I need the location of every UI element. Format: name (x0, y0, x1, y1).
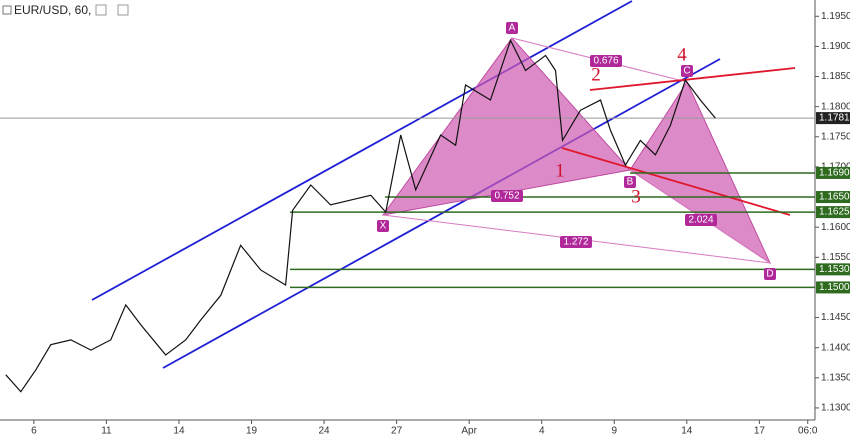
wave-label: 2 (591, 64, 601, 85)
ratio-box (590, 55, 622, 67)
y-tick-label: 1.1800 (821, 101, 850, 112)
pattern-point-label: C (683, 66, 690, 77)
x-tick-label: Apr (461, 426, 477, 437)
chart-title: EUR/USD, 60, (14, 3, 91, 17)
pattern-point-label: D (766, 269, 773, 280)
pattern-point-label: B (627, 177, 634, 188)
y-tick-label: 1.1850 (821, 71, 850, 82)
interval-icon[interactable] (95, 4, 107, 16)
trend-line (561, 147, 791, 216)
price-series (5, 38, 716, 393)
settings-icon[interactable] (117, 4, 129, 16)
level-label: 1.1690 (819, 168, 850, 179)
level-label: 1.1530 (819, 264, 850, 275)
y-tick-label: 1.1900 (821, 41, 850, 52)
x-tick-label: 6 (31, 426, 37, 437)
wave-label: 4 (677, 44, 687, 65)
level-label: 1.1500 (819, 282, 850, 293)
menu-icon[interactable] (2, 5, 12, 15)
x-tick-label: 06:0 (798, 426, 818, 437)
level-label-box (816, 166, 850, 179)
pattern-point-label: A (509, 23, 516, 34)
data-layer (0, 15, 819, 424)
x-tick-label: 19 (246, 426, 258, 437)
x-tick-label: 14 (173, 426, 185, 437)
y-tick-label: 1.1300 (821, 403, 850, 414)
price-label: 1.1781 (819, 113, 850, 124)
x-tick-label: 27 (391, 426, 403, 437)
pattern-point-label: X (380, 221, 387, 232)
channel-line (162, 58, 721, 369)
y-tick-label: 1.1550 (821, 252, 850, 263)
y-tick-label: 1.1600 (821, 222, 850, 233)
level-label-box (816, 263, 850, 276)
pattern-point-box (377, 220, 389, 232)
channel-line (91, 0, 633, 301)
level-label-box (816, 191, 850, 204)
ratio-label: 0.752 (494, 191, 519, 202)
x-tick-label: 17 (754, 426, 766, 437)
ratio-label: 0.676 (593, 56, 618, 67)
wave-label: 1 (555, 160, 565, 181)
x-tick-label: 4 (539, 426, 545, 437)
y-tick-label: 1.1400 (821, 342, 850, 353)
ratio-label: 2.024 (688, 215, 713, 226)
ratio-label: 1.272 (563, 237, 588, 248)
y-tick-label: 1.1750 (821, 131, 850, 142)
x-tick-label: 24 (319, 426, 331, 437)
pattern-point-box (506, 22, 518, 34)
x-tick-label: 14 (681, 426, 693, 437)
price-label-box (816, 112, 850, 125)
level-label-box (816, 206, 850, 219)
level-label: 1.1625 (819, 207, 850, 218)
pattern-point-box (681, 65, 693, 77)
x-tick-label: 11 (101, 426, 112, 437)
pattern-point-box (764, 268, 776, 280)
y-tick-label: 1.1450 (821, 312, 850, 323)
trend-line (589, 67, 796, 91)
level-label: 1.1650 (819, 192, 850, 203)
level-label-box (816, 281, 850, 294)
y-tick-label: 1.1350 (821, 372, 850, 383)
wave-label: 3 (631, 186, 641, 207)
pattern-point-box (624, 176, 636, 188)
ratio-box (685, 214, 717, 226)
y-tick-label: 1.1950 (821, 11, 850, 22)
ratio-box (491, 190, 523, 202)
ratio-box (560, 236, 592, 248)
x-tick-label: 9 (611, 426, 617, 437)
